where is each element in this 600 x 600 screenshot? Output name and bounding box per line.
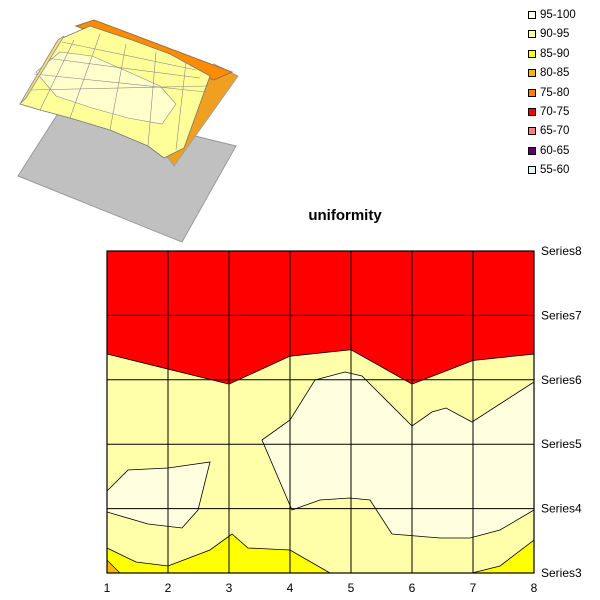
x-tick-label: 5 [348,581,355,595]
legend-item: 60-65 [528,142,598,161]
legend-label: 60-65 [540,144,570,157]
series-label: Series7 [541,308,582,322]
plot-border [106,250,535,574]
series-label: Series4 [541,502,582,516]
legend-label: 55-60 [540,164,570,177]
x-tick-label: 4 [287,581,294,595]
series-label: Series5 [541,437,582,451]
legend-swatch [528,107,536,116]
legend-item: 70-75 [528,103,598,122]
x-tick-label: 8 [531,581,538,595]
legend-swatch [528,11,536,19]
legend-label: 95-100 [540,9,576,21]
legend-label: 85-90 [540,47,570,60]
legend-label: 65-70 [540,125,570,138]
x-tick-label: 2 [165,581,172,595]
legend-label: 90-95 [540,28,570,41]
legend-item: 95-100 [528,6,598,25]
legend-item: 55-60 [528,161,598,180]
legend-swatch [528,166,536,175]
series-label: Series8 [541,244,582,258]
legend-swatch [528,69,536,78]
chart-title: uniformity [308,207,382,224]
legend-item: 85-90 [528,45,598,64]
legend-swatch [528,146,536,155]
legend-swatch [528,88,536,97]
legend-label: 75-80 [540,86,570,99]
legend-swatch [528,30,536,39]
series-label: Series6 [541,373,582,387]
legend-item: 75-80 [528,84,598,103]
legend-swatch [528,127,536,136]
x-tick-label: 7 [470,581,477,595]
x-tick-label: 6 [409,581,416,595]
series-label: Series3 [541,566,582,580]
legend-item: 80-85 [528,64,598,83]
band-95-100-island-left [106,461,211,529]
x-tick-label: 3 [226,581,233,595]
surface-left-edge [19,35,65,105]
legend-swatch [528,49,536,58]
legend-label: 70-75 [540,105,570,118]
surface-3d-chart [17,19,239,243]
legend-item: 90-95 [528,25,598,44]
surface-grid [29,33,209,151]
legend-item: 65-70 [528,122,598,141]
x-tick-label: 1 [104,581,111,595]
legend: 95-100 90-95 85-90 80-85 75-80 70-75 65-70 60-6… [528,6,598,181]
legend-label: 80-85 [540,67,570,80]
